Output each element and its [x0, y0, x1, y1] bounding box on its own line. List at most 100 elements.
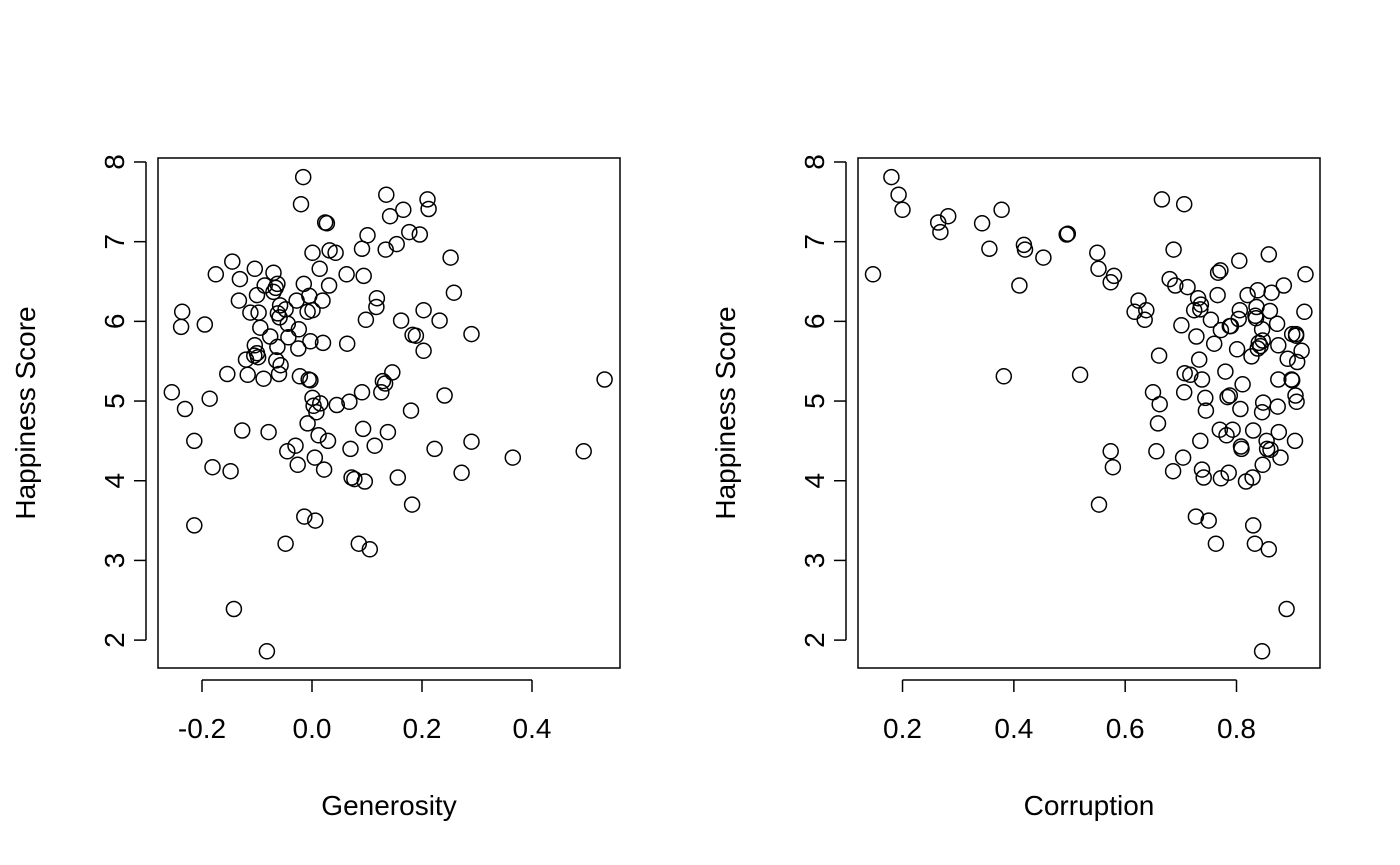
- scatter-point: [342, 440, 359, 458]
- scatter-point: [366, 437, 383, 454]
- scatter-point: [981, 240, 998, 258]
- scatter-point: [310, 427, 327, 444]
- scatter-point: [932, 223, 949, 241]
- y-tick-label: 5: [799, 393, 830, 409]
- x-tick-label: 0.4: [513, 713, 552, 744]
- scatter-point: [242, 304, 259, 321]
- scatter-point: [287, 437, 304, 454]
- scatter-point: [1167, 277, 1184, 294]
- scatter-point: [1233, 440, 1250, 458]
- x-axis: -0.2 0.0 0.2 0.4: [178, 679, 552, 744]
- scatter-point: [271, 309, 288, 326]
- scatter-point: [222, 462, 239, 480]
- x-axis: 0.2 0.4 0.6 0.8: [883, 679, 1256, 744]
- scatter-point: [1175, 384, 1193, 401]
- scatter-point: [272, 356, 289, 374]
- scatter-point: [173, 303, 191, 321]
- scatter-point: [1243, 348, 1260, 365]
- scatter-point: [1200, 512, 1217, 529]
- scatter-point: [995, 368, 1013, 385]
- scatter-point: [1279, 350, 1296, 368]
- scatter-point: [426, 440, 443, 458]
- scatter-point: [172, 318, 190, 336]
- scatter-point: [1212, 321, 1230, 339]
- scatter-point: [338, 266, 355, 283]
- scatter-point: [239, 366, 256, 384]
- scatter-point: [1224, 421, 1241, 438]
- scatter-point: [1209, 286, 1226, 304]
- scatter-point: [249, 348, 267, 366]
- scatter-point: [1260, 541, 1278, 558]
- scatter-point: [1212, 470, 1230, 487]
- scatter-point: [268, 352, 285, 369]
- scatter-point: [353, 384, 371, 401]
- scatter-point: [350, 535, 368, 552]
- x-tick-label: 0.4: [994, 713, 1033, 744]
- scatter-point: [402, 402, 420, 419]
- scatter-point: [1269, 398, 1286, 415]
- scatter-point: [219, 365, 236, 383]
- scatter-point: [225, 600, 243, 618]
- scatter-point: [258, 643, 276, 660]
- scatter-point: [378, 186, 395, 203]
- scatter-point: [1090, 496, 1108, 513]
- scatter-point: [1179, 278, 1196, 296]
- scatter-point: [1272, 449, 1289, 466]
- scatter-point: [373, 384, 390, 401]
- scatter-panel-generosity: -0.2 0.0 0.2 0.4 2 3 4 5 6 7 8 Generosity Happine…: [10, 154, 621, 821]
- scatter-point: [1244, 422, 1262, 439]
- scatter-point: [388, 235, 405, 253]
- y-tick-label: 6: [99, 314, 130, 330]
- plot-frame: [857, 157, 1321, 669]
- scatter-point: [1288, 353, 1306, 371]
- scatter-point: [1244, 517, 1262, 534]
- scatter-point: [395, 201, 412, 219]
- scatter-point: [1217, 363, 1234, 380]
- scatter-point: [1270, 337, 1287, 354]
- scatter-point: [312, 395, 329, 412]
- scatter-point: [1190, 351, 1208, 368]
- scatter-point: [939, 207, 957, 225]
- scatter-point: [314, 292, 331, 309]
- scatter-point: [401, 223, 418, 241]
- scatter-point: [314, 334, 332, 352]
- x-tick-label: 0.0: [293, 713, 332, 744]
- scatter-point: [1138, 301, 1155, 319]
- scatter-point: [1212, 262, 1229, 279]
- scatter-point: [1192, 301, 1209, 318]
- scatter-point: [1263, 284, 1280, 301]
- y-axis: 2 3 4 5 6 7 8: [799, 154, 847, 648]
- scatter-point: [883, 168, 900, 186]
- scatter-point: [354, 420, 372, 438]
- scatter-point: [379, 423, 397, 441]
- scatter-point: [993, 201, 1010, 219]
- scatter-point: [290, 321, 308, 338]
- scatter-point: [307, 512, 324, 529]
- scatter-point: [353, 240, 371, 258]
- scatter-point: [420, 200, 437, 218]
- x-tick-label: 0.8: [1217, 713, 1256, 744]
- scatter-point: [306, 449, 324, 466]
- scatter-point: [1231, 252, 1248, 270]
- scatter-point: [231, 270, 249, 288]
- y-axis-label: Happiness Score: [10, 306, 41, 519]
- scatter-point: [973, 215, 991, 232]
- scatter-point: [294, 168, 312, 186]
- scatter-point: [328, 396, 346, 414]
- scatter-point: [1228, 341, 1246, 358]
- scatter-point: [196, 316, 214, 333]
- scatter-point: [1153, 191, 1171, 208]
- scatter-point: [1149, 415, 1167, 432]
- scatter-point: [1234, 376, 1251, 393]
- x-axis-label: Generosity: [321, 790, 456, 821]
- scatter-point: [1148, 443, 1165, 460]
- scatter-point: [1187, 508, 1205, 525]
- scatter-point: [1260, 246, 1278, 263]
- scatter-point: [1239, 286, 1256, 304]
- scatter-point: [252, 319, 269, 336]
- scatter-point: [291, 368, 309, 385]
- scatter-point: [1232, 400, 1249, 418]
- scatter-point: [864, 266, 882, 283]
- scatter-point: [504, 449, 522, 466]
